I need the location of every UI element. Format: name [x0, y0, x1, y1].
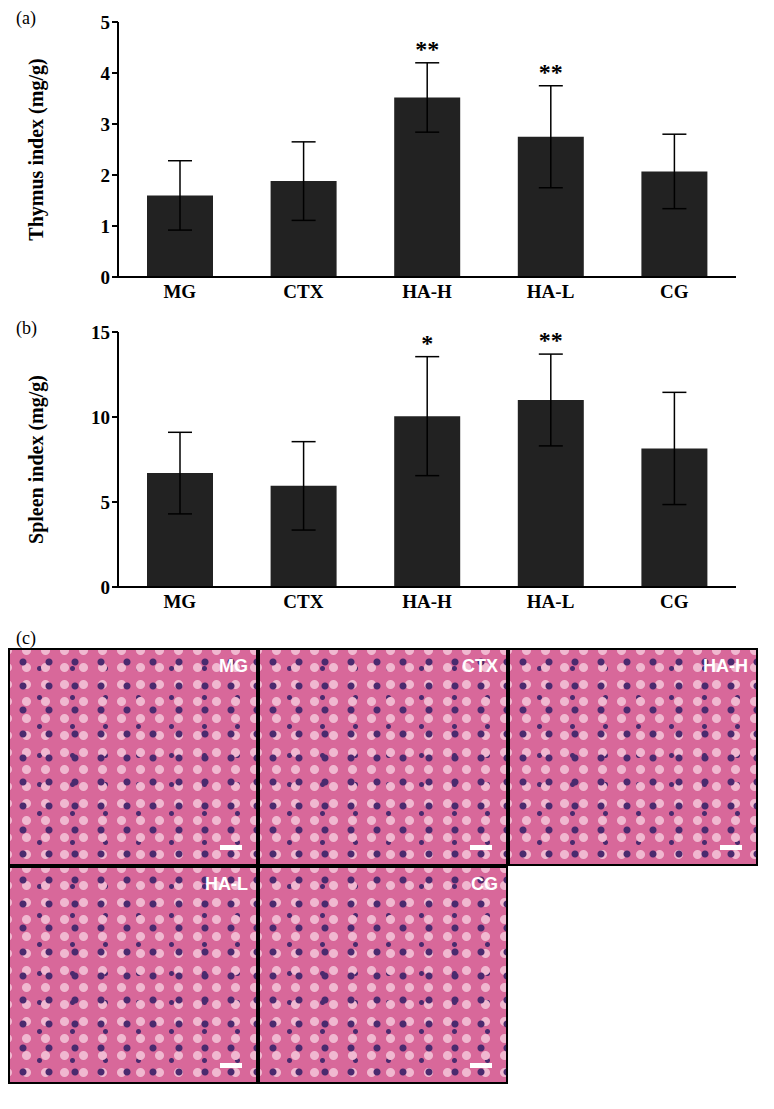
svg-text:10: 10: [91, 407, 110, 428]
svg-text:**: **: [539, 327, 563, 353]
html-text:(c): (c): [16, 628, 36, 648]
svg-text:**: **: [415, 36, 439, 62]
svg-text:CTX: CTX: [283, 591, 323, 612]
svg-text:CTX: CTX: [283, 281, 323, 302]
svg-text:3: 3: [101, 114, 111, 135]
svg-text:5: 5: [101, 492, 111, 513]
html-text:CTX: CTX: [462, 656, 498, 676]
svg-text:MG: MG: [163, 281, 196, 302]
html-text:MG: MG: [219, 656, 248, 676]
svg-text:Thymus index (mg/g): Thymus index (mg/g): [25, 58, 48, 240]
html-text:(a): (a): [16, 8, 36, 28]
svg-text:2: 2: [101, 165, 111, 186]
svg-text:HA-H: HA-H: [402, 281, 452, 302]
svg-text:0: 0: [101, 577, 111, 598]
svg-text:4: 4: [101, 63, 111, 84]
svg-text:MG: MG: [163, 591, 196, 612]
html-text:HA-H: HA-H: [703, 656, 748, 676]
svg-text:HA-L: HA-L: [527, 591, 575, 612]
html-text:CG: CG: [471, 874, 498, 894]
svg-text:HA-L: HA-L: [527, 281, 575, 302]
html-text:HA-L: HA-L: [205, 874, 248, 894]
html-text:(b): (b): [16, 318, 37, 338]
svg-text:*: *: [421, 330, 433, 356]
svg-text:CG: CG: [660, 591, 689, 612]
svg-text:0: 0: [101, 267, 111, 288]
svg-text:1: 1: [101, 216, 111, 237]
svg-text:CG: CG: [660, 281, 689, 302]
svg-text:5: 5: [101, 12, 111, 33]
svg-text:**: **: [539, 59, 563, 85]
svg-text:Spleen index (mg/g): Spleen index (mg/g): [25, 375, 48, 544]
svg-text:15: 15: [91, 322, 110, 343]
svg-text:HA-H: HA-H: [402, 591, 452, 612]
